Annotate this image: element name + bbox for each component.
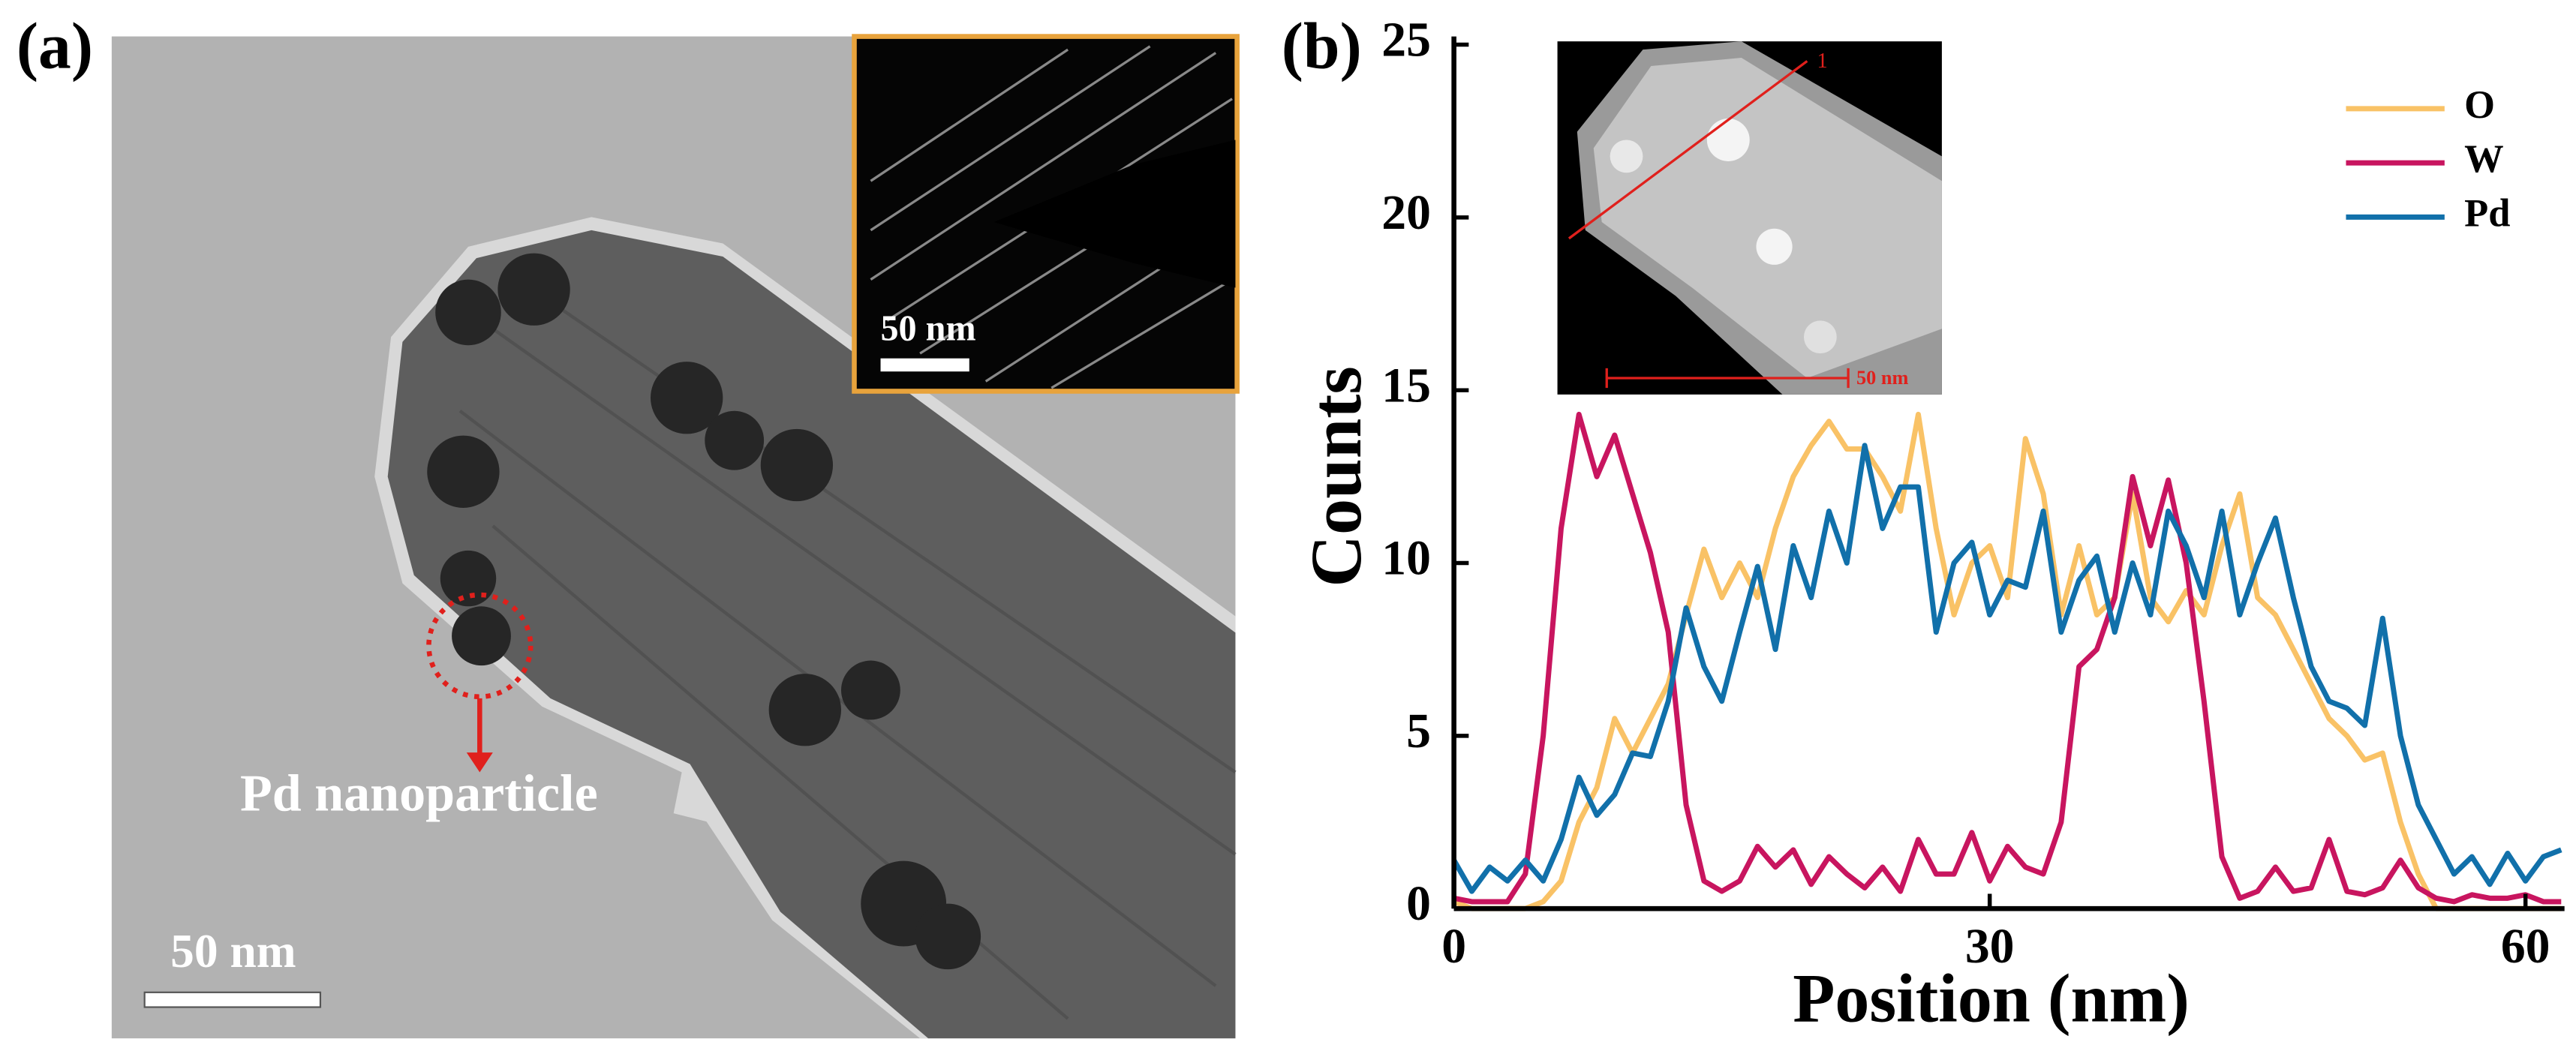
inset-scale-label: 50 nm <box>1856 367 1908 389</box>
y-tick-label: 25 <box>1381 13 1431 68</box>
panel-label: (a) <box>17 10 93 83</box>
y-tick-label: 5 <box>1406 704 1431 758</box>
legend-label: W <box>2464 137 2504 181</box>
plot-area: 0 5 10 15 20 25 0 30 60 Position (nm) Counts OW Pd <box>1296 13 2565 1036</box>
y-tick-label: 0 <box>1406 876 1431 931</box>
y-axis-title: Counts <box>1296 366 1376 587</box>
legend-label: Pd <box>2464 191 2510 235</box>
inset-line-label: 1 <box>1817 50 1827 73</box>
legend-label: O <box>2464 83 2495 127</box>
stem-inset <box>1557 41 1942 395</box>
tem-image <box>111 34 1240 1039</box>
data-line <box>1453 411 2562 905</box>
data-line <box>1451 443 2562 894</box>
annotation: Pd nanoparticle <box>240 765 598 823</box>
y-tick-label: 15 <box>1381 358 1431 413</box>
y-tick-label: 10 <box>1381 531 1431 586</box>
x-axis-title: Position (nm) <box>1793 959 2190 1036</box>
data-line <box>1453 411 2562 911</box>
x-tick-label: 60 <box>2501 919 2550 974</box>
panel-label: (b) <box>1282 10 1362 83</box>
scale-bar-label: 50 nm <box>170 924 296 977</box>
x-tick-label: 0 <box>1441 919 1466 974</box>
inset-scale-label: 50 nm <box>880 309 975 349</box>
x-tick-label: 30 <box>1965 919 2015 974</box>
y-tick-label: 20 <box>1381 185 1431 240</box>
